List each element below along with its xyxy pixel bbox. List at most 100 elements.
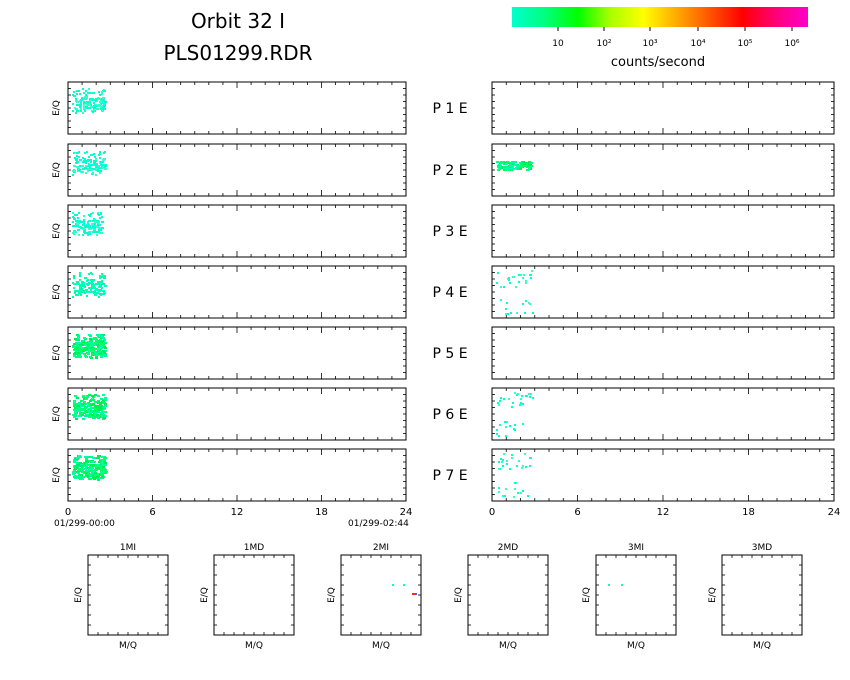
data-cell [75,98,77,100]
data-cell [78,220,81,222]
data-cell [498,487,500,489]
data-cell [99,404,102,406]
mass-panel-frame [213,554,295,636]
data-cell [82,157,84,159]
data-cell [89,408,92,410]
data-cell [75,214,77,216]
data-cell [81,347,84,349]
data-cell [512,402,514,404]
data-cell [94,474,97,476]
data-cell [94,472,97,474]
data-cell [94,469,97,471]
data-cell [104,411,107,413]
data-cell [77,152,79,154]
data-cell [502,465,504,467]
data-cell [529,274,531,276]
data-cell [75,350,78,352]
data-cell [88,214,90,216]
data-cell [93,107,96,109]
data-cell [499,424,501,426]
data-cell [392,584,394,586]
data-cell [75,100,78,102]
data-cell [73,287,75,289]
data-cell [74,292,76,294]
data-cell [104,403,107,405]
data-cell [526,166,529,168]
data-cell [512,168,515,170]
data-cell [89,228,92,230]
data-cell [100,212,102,214]
data-cell [85,165,88,167]
x-tick-label: 12 [231,507,244,518]
data-cell [84,456,87,458]
data-cell [72,221,74,223]
data-cell [80,405,83,407]
data-cell [80,294,82,296]
data-cell [78,455,81,457]
data-cell [98,477,101,479]
data-cell [83,401,86,403]
data-cell [517,492,519,494]
mass-panel-1mi: 1MI M/Q E/Q [74,543,169,651]
data-cell [99,153,101,155]
data-cell [99,464,102,466]
data-cell [102,159,105,161]
data-cell [86,103,89,105]
data-cell [102,334,105,336]
mass-panel-frame [467,554,549,636]
ion-panel-5-ticks [68,327,406,379]
data-cell [509,425,511,427]
data-cell [72,170,75,172]
data-cell [96,108,99,110]
data-cell [85,90,87,92]
ion-panels: E/Q E/Q E/Q E/Q E/Q E/Q E/Q [52,81,407,502]
electron-panel-3-ticks [492,205,834,257]
data-cell [75,342,78,344]
data-cell [93,417,96,419]
data-cell [522,277,524,279]
data-cell [102,290,105,292]
time-start-label: 01/299-00:00 [54,519,115,529]
data-cell [76,104,79,106]
ylabel-eq: E/Q [52,345,62,361]
electron-panel-2-ticks [492,144,834,196]
data-cell [98,406,101,408]
data-cell [104,347,107,349]
data-cell [94,156,96,158]
data-cell [101,91,103,93]
data-cell [87,353,90,355]
electron-panel-2 [491,143,835,197]
data-cell [92,168,95,170]
data-cell [510,312,512,314]
data-cell [532,397,534,399]
data-cell [502,161,505,163]
data-cell [75,112,77,114]
data-cell [95,98,98,100]
mass-panel-xlabel: M/Q [245,641,263,651]
data-cell [92,399,95,401]
data-cell [76,281,79,283]
data-cell [74,338,77,340]
data-cell [507,278,509,280]
data-cell [500,161,503,163]
time-axes: 0 6 12 18 24 0 6 12 18 24 [65,507,841,518]
data-cell [97,170,99,172]
data-cell [77,457,80,459]
data-cell [511,161,514,163]
data-cell [93,102,95,104]
data-cell [502,459,504,461]
mass-panel-title: 1MI [120,543,136,553]
data-cell [104,350,107,352]
data-cell [81,478,84,480]
mass-panel-ylabel: E/Q [74,587,84,603]
data-cell [78,407,81,409]
data-cell [93,153,95,155]
data-cell [87,415,90,417]
data-cell [99,339,102,341]
data-cell [81,403,84,405]
data-cell [72,174,74,176]
data-cell [93,92,95,94]
data-cell [78,468,81,470]
data-cell [104,464,107,466]
data-cell [95,164,98,166]
